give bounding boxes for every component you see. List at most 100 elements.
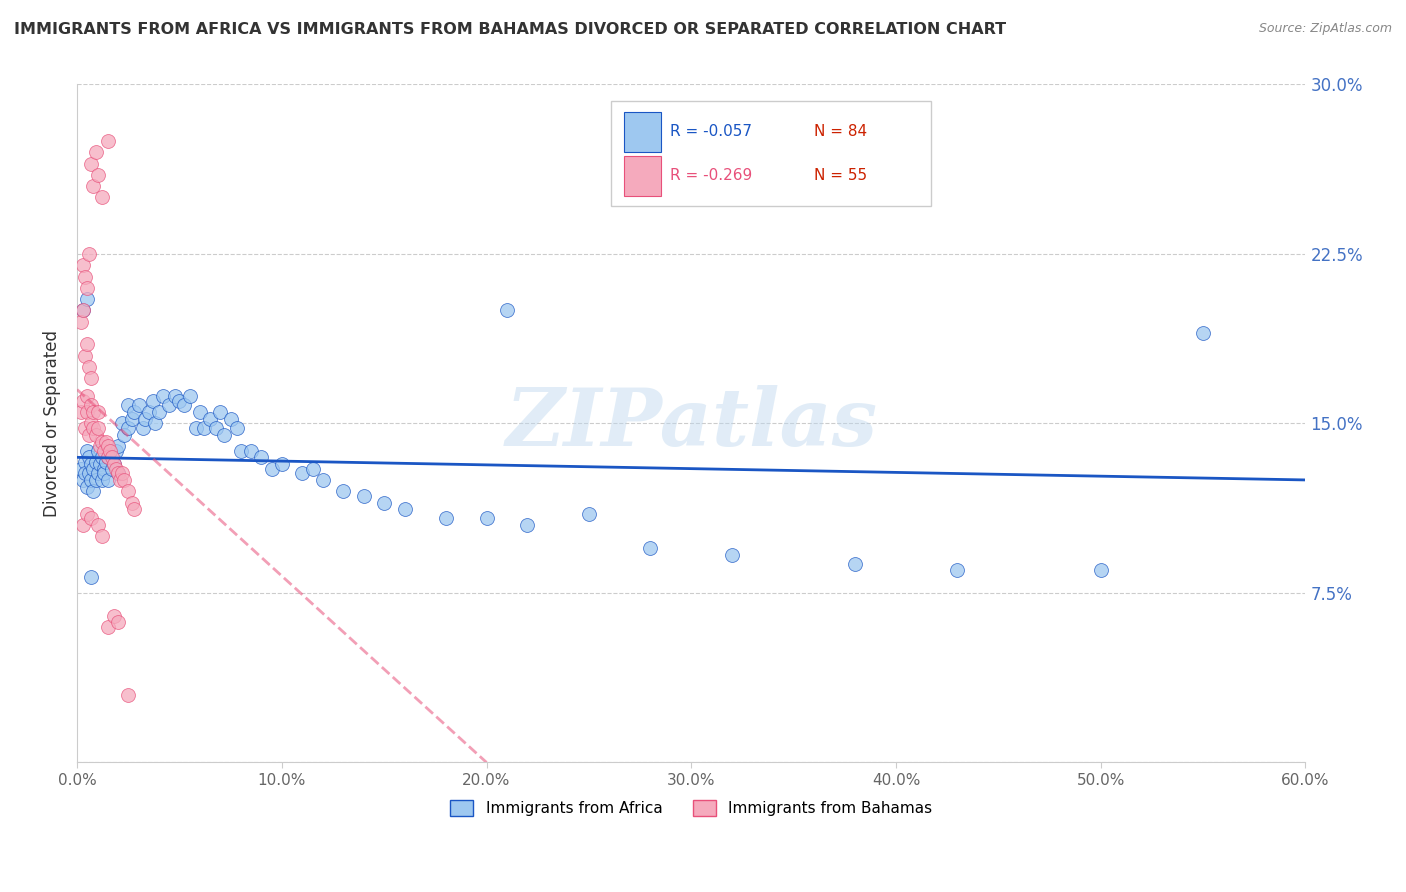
Point [75,349,97,363]
Point [76,480,98,494]
Point [134,412,156,426]
FancyBboxPatch shape [612,102,931,206]
Text: N = 84: N = 84 [814,124,868,139]
Point [179,389,201,403]
Point [80,457,103,471]
Point [80,398,103,412]
Point [131,421,153,435]
Point [198,412,221,426]
Point [72,303,94,318]
Point [90,529,112,543]
Text: R = -0.057: R = -0.057 [671,124,752,139]
Point [90,450,112,465]
Point [72,393,94,408]
Point [94,434,117,449]
Point [240,443,263,458]
Point [76,405,98,419]
Point [97,450,120,465]
Point [121,495,143,509]
Point [169,393,191,408]
Point [89,457,111,471]
Point [188,405,211,419]
Point [332,484,354,499]
Point [844,557,866,571]
Point [475,511,498,525]
Text: ZIPatlas: ZIPatlas [505,384,877,462]
Point [93,461,115,475]
Point [72,518,94,533]
Point [76,507,98,521]
Point [70,315,93,329]
Point [373,495,395,509]
Point [82,179,104,194]
Text: IMMIGRANTS FROM AFRICA VS IMMIGRANTS FROM BAHAMAS DIVORCED OR SEPARATED CORRELAT: IMMIGRANTS FROM AFRICA VS IMMIGRANTS FRO… [14,22,1007,37]
Text: R = -0.269: R = -0.269 [671,169,752,184]
Point [80,570,103,584]
Point [97,450,120,465]
Point [312,473,335,487]
Point [173,398,195,412]
Point [103,608,125,623]
Point [79,450,101,465]
Point [128,398,150,412]
Point [250,450,273,465]
Point [104,443,127,458]
Point [107,466,129,480]
Point [270,457,292,471]
Point [86,466,108,480]
Point [107,439,129,453]
Point [93,466,115,480]
FancyBboxPatch shape [624,112,661,153]
Point [70,405,93,419]
Point [75,455,97,469]
Point [157,398,180,412]
Point [165,389,187,403]
Point [76,337,98,351]
Point [353,489,375,503]
Point [76,292,98,306]
Point [75,269,97,284]
Point [107,466,129,480]
Point [111,417,134,431]
Point [117,484,139,499]
Point [80,371,103,385]
Point [103,457,125,471]
Point [97,473,120,487]
Point [205,421,228,435]
Point [721,548,744,562]
Point [86,405,108,419]
Point [94,455,117,469]
Point [184,421,207,435]
Point [107,615,129,630]
Point [578,507,600,521]
Point [219,412,242,426]
Point [90,190,112,204]
Point [112,427,135,442]
Point [76,443,98,458]
Point [1192,326,1215,340]
Point [640,541,662,555]
Point [209,405,232,419]
Point [80,511,103,525]
Point [143,417,166,431]
Point [89,439,111,453]
Text: N = 55: N = 55 [814,169,868,184]
Point [86,443,108,458]
Point [104,461,127,475]
Point [86,421,108,435]
Point [225,421,247,435]
Point [79,247,101,261]
Point [101,450,124,465]
Point [82,421,104,435]
Point [124,502,146,516]
Point [214,427,236,442]
Point [148,405,170,419]
Point [80,473,103,487]
Point [97,134,120,148]
Point [138,405,160,419]
Point [434,511,457,525]
Point [101,461,124,475]
Point [260,461,283,475]
Point [75,466,97,480]
Point [117,421,139,435]
